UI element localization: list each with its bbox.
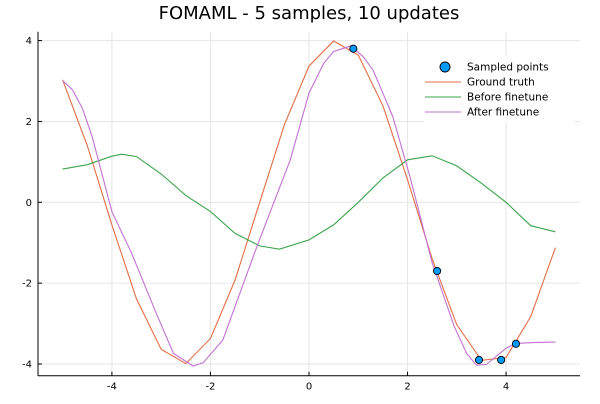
series-line-ground-truth	[62, 40, 556, 365]
y-tick-label: -4	[22, 359, 32, 370]
legend-label: Sampled points	[467, 62, 549, 74]
legend-marker	[439, 61, 451, 73]
y-tick-label: 0	[26, 198, 32, 209]
y-tick-label: 2	[26, 117, 32, 128]
sampled-point	[433, 266, 442, 276]
legend-label: Before finetune	[467, 92, 548, 104]
legend-label: Ground truth	[467, 77, 535, 89]
x-tick-label: 0	[306, 382, 312, 393]
sampled-point	[497, 355, 506, 364]
chart-title: FOMAML - 5 samples, 10 updates	[159, 3, 460, 24]
legend-label: After finetune	[467, 107, 539, 119]
y-tick-label: -2	[22, 279, 32, 290]
x-tick-label: -2	[205, 382, 215, 393]
x-tick-label: -4	[107, 382, 117, 393]
legend: Sampled points Ground truth Before finetun…	[424, 56, 574, 122]
series-line-after-finetune	[62, 45, 556, 367]
y-tick-label: 4	[26, 36, 32, 47]
axes: -4 -2 0 2 4 -4 -2 0 2 4	[22, 31, 580, 393]
series-layer	[62, 40, 556, 367]
x-tick-label: 2	[404, 382, 410, 393]
sampled-point	[474, 355, 484, 364]
x-tick-label: 4	[503, 382, 509, 393]
series-line-before-finetune	[62, 153, 556, 250]
sampled-point	[511, 339, 520, 348]
sampled-point	[349, 44, 358, 53]
